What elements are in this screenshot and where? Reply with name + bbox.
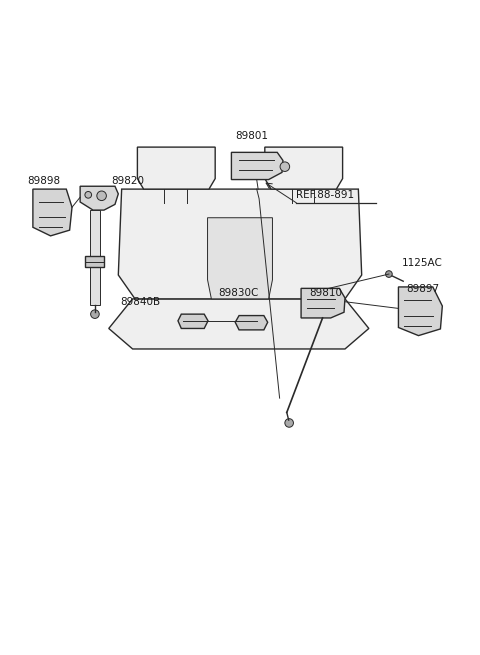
Circle shape — [97, 191, 107, 200]
Text: 89801: 89801 — [235, 131, 268, 141]
Polygon shape — [265, 147, 343, 189]
Polygon shape — [109, 299, 369, 349]
Polygon shape — [80, 186, 118, 210]
Circle shape — [91, 310, 99, 318]
Circle shape — [285, 419, 293, 427]
Polygon shape — [90, 210, 100, 305]
Polygon shape — [301, 288, 345, 318]
Polygon shape — [231, 153, 283, 179]
Polygon shape — [398, 287, 443, 335]
Text: 89810: 89810 — [309, 288, 342, 299]
Text: 89820: 89820 — [111, 176, 144, 186]
Polygon shape — [207, 217, 273, 299]
Text: REF.88-891: REF.88-891 — [296, 190, 354, 200]
Circle shape — [85, 191, 92, 198]
Text: 89840B: 89840B — [120, 297, 161, 307]
Polygon shape — [33, 189, 72, 236]
Text: 89897: 89897 — [406, 284, 439, 293]
Polygon shape — [178, 314, 208, 328]
Polygon shape — [235, 316, 268, 330]
Circle shape — [280, 162, 289, 172]
Circle shape — [385, 271, 392, 277]
Text: 1125AC: 1125AC — [402, 259, 443, 269]
Text: 89898: 89898 — [28, 176, 61, 186]
Polygon shape — [118, 189, 362, 299]
Bar — [85, 256, 105, 267]
Polygon shape — [137, 147, 215, 189]
Text: 89830C: 89830C — [218, 288, 259, 299]
